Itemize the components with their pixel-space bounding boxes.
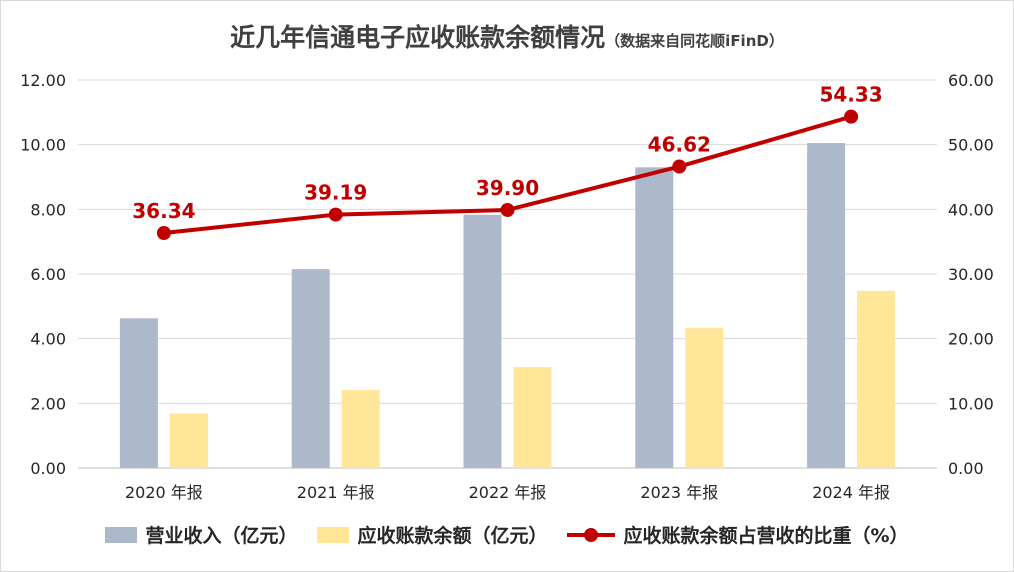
chart-plot: 0.00 2.00 4.00 6.00 8.00 10.00 12.00 0.00 10.00…	[20, 71, 994, 502]
category-label: 2023 年报	[640, 483, 718, 502]
left-tick-label: 6.00	[30, 265, 66, 284]
right-tick-label: 0.00	[948, 459, 984, 478]
right-tick-label: 50.00	[948, 136, 994, 155]
ratio-point	[156, 226, 171, 241]
right-axis-ticks: 0.00 10.00 20.00 30.00 40.00 50.00 60.00	[948, 71, 994, 478]
receivables-bar	[341, 390, 380, 468]
right-tick-label: 40.00	[948, 200, 994, 219]
line-series: 36.34 39.19 39.90 46.62 54.33	[132, 83, 883, 241]
category-label: 2022 年报	[469, 483, 547, 502]
ratio-point	[672, 159, 687, 174]
left-axis-ticks: 0.00 2.00 4.00 6.00 8.00 10.00 12.00	[20, 71, 66, 478]
receivables-bar	[685, 327, 724, 468]
revenue-bar	[291, 269, 330, 468]
category-label: 2021 年报	[297, 483, 375, 502]
legend-label-revenue: 营业收入（亿元）	[145, 525, 298, 547]
receivables-bar	[513, 367, 552, 468]
revenue-bar	[807, 143, 846, 469]
revenue-bar	[463, 214, 502, 468]
revenue-bar	[119, 318, 158, 468]
left-tick-label: 4.00	[30, 330, 66, 349]
legend-item-revenue: 营业收入（亿元）	[105, 521, 297, 548]
right-tick-label: 20.00	[948, 330, 994, 349]
receivables-bar	[169, 413, 208, 468]
legend-swatch-revenue	[105, 526, 138, 543]
revenue-bar	[635, 167, 674, 469]
legend-item-receivables: 应收账款余额（亿元）	[317, 521, 547, 548]
receivables-bar	[857, 290, 896, 468]
bar-series	[119, 143, 896, 469]
chart-title-block: 近几年信通电子应收账款余额情况（数据来自同花顺iFinD）	[0, 18, 1014, 54]
right-tick-label: 30.00	[948, 265, 994, 284]
right-tick-label: 10.00	[948, 394, 994, 413]
left-tick-label: 0.00	[30, 459, 66, 478]
category-axis-labels: 2020 年报 2021 年报 2022 年报 2023 年报 2024 年报	[125, 483, 890, 502]
ratio-point	[844, 109, 859, 124]
legend: 营业收入（亿元） 应收账款余额（亿元） 应收账款余额占营收的比重（%）	[0, 521, 1014, 548]
ratio-data-label: 39.90	[476, 176, 539, 200]
category-label: 2020 年报	[125, 483, 203, 502]
left-tick-label: 10.00	[20, 136, 66, 155]
legend-label-ratio: 应收账款余额占营收的比重（%）	[623, 525, 909, 547]
legend-label-receivables: 应收账款余额（亿元）	[357, 525, 548, 547]
chart-title: 近几年信通电子应收账款余额情况	[230, 23, 606, 52]
ratio-point	[500, 202, 515, 217]
left-tick-label: 2.00	[30, 394, 66, 413]
right-tick-label: 60.00	[948, 71, 994, 90]
ratio-point	[328, 207, 343, 222]
legend-item-ratio: 应收账款余额占营收的比重（%）	[567, 521, 909, 548]
ratio-data-label: 46.62	[648, 133, 711, 157]
ratio-data-label: 36.34	[132, 199, 195, 223]
chart-subtitle: （数据来自同花顺iFinD）	[605, 32, 784, 50]
ratio-data-label: 54.33	[819, 83, 882, 107]
left-tick-label: 12.00	[20, 71, 66, 90]
legend-swatch-receivables	[317, 526, 350, 543]
legend-swatch-ratio	[567, 527, 616, 543]
left-tick-label: 8.00	[30, 200, 66, 219]
ratio-data-label: 39.19	[304, 181, 367, 205]
category-label: 2024 年报	[812, 483, 890, 502]
